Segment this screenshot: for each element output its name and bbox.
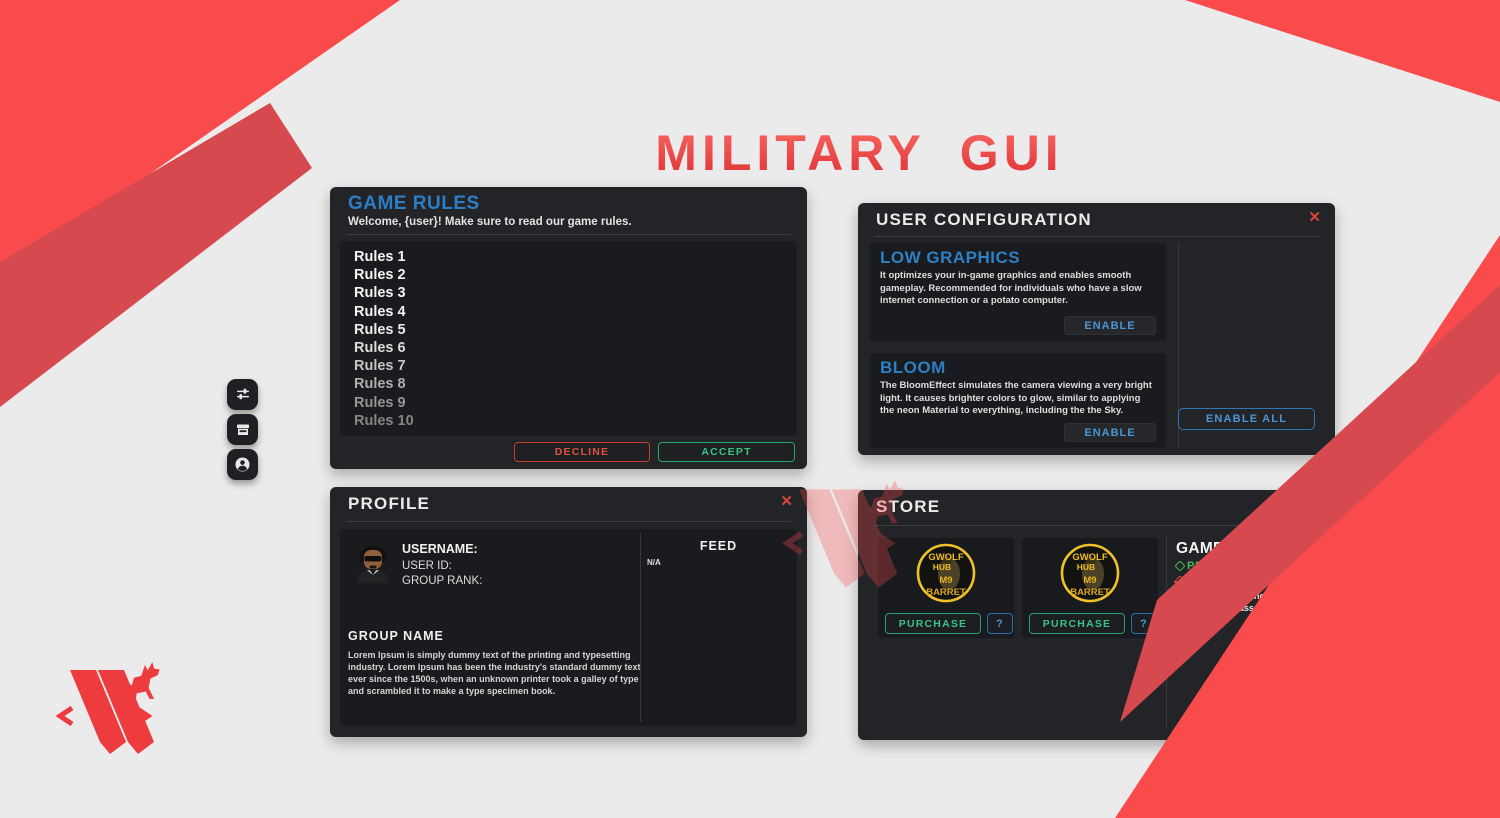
rule-item: Rules 8 <box>354 376 406 393</box>
gamepass-name: GAMEPASSNAME <box>1176 540 1313 557</box>
divider <box>874 236 1319 237</box>
close-icon[interactable]: ✕ <box>1308 496 1321 513</box>
robux-icon <box>1174 560 1186 572</box>
rules-list: Rules 1 Rules 2 Rules 3 Rules 4 Rules 5 … <box>340 241 797 436</box>
feed-empty-value: N/A <box>647 558 661 567</box>
rule-item: Rules 10 <box>354 412 414 429</box>
rule-item: Rules 1 <box>354 249 406 265</box>
settings-rail-button[interactable] <box>227 379 258 410</box>
gamepass-price: PRICE <box>1174 560 1225 572</box>
person-icon <box>235 457 250 472</box>
gamepass-hint: Hover ? to check the information of each… <box>1176 591 1317 613</box>
user-configuration-title: USER CONFIGURATION <box>876 210 1092 229</box>
gamepass-card: GWOLF HUB M9 BARRET PURCHASE ? <box>878 538 1014 638</box>
gamepass-info-button[interactable]: ? <box>987 613 1013 634</box>
game-rules-panel: GAME RULES Welcome, {user}! Make sure to… <box>330 187 807 469</box>
svg-text:M9: M9 <box>939 575 952 586</box>
purchase-button[interactable]: PURCHASE <box>885 613 981 634</box>
gamepass-info-button[interactable]: ? <box>1131 613 1157 634</box>
user-configuration-panel: USER CONFIGURATION ✕ LOW GRAPHICS It opt… <box>858 203 1335 455</box>
svg-text:M9: M9 <box>1083 575 1096 586</box>
username-label: USERNAME: <box>402 542 478 556</box>
low-graphics-section: LOW GRAPHICS It optimizes your in-game g… <box>870 243 1166 341</box>
low-graphics-description: It optimizes your in-game graphics and e… <box>880 270 1142 307</box>
group-name-label: GROUP NAME <box>348 629 444 643</box>
gamepass-card: GWOLF HUB M9 BARRET PURCHASE ? <box>1022 538 1158 638</box>
game-rules-title: GAME RULES <box>348 193 480 214</box>
accept-button[interactable]: ACCEPT <box>658 442 795 462</box>
enable-all-button[interactable]: ENABLE ALL <box>1178 408 1315 430</box>
rule-item: Rules 3 <box>354 285 406 302</box>
user-id-label: USER ID: <box>402 560 452 572</box>
group-description: Lorem Ipsum is simply dummy text of the … <box>348 650 641 697</box>
store-title: STORE <box>876 497 941 516</box>
close-icon[interactable]: ✕ <box>1308 209 1321 226</box>
enable-low-graphics-button[interactable]: ENABLE <box>1064 316 1156 335</box>
feed-title: FEED <box>699 539 738 553</box>
bloom-section: BLOOM The BloomEffect simulates the came… <box>870 353 1166 448</box>
avatar <box>356 546 390 583</box>
profile-title: PROFILE <box>348 494 431 513</box>
svg-text:HUB: HUB <box>933 562 951 572</box>
rule-item: Rules 5 <box>354 321 406 338</box>
store-panel: STORE ✕ GWOLF HUB M9 BARRET PURCHASE ? <box>858 490 1335 740</box>
rule-item: Rules 4 <box>354 303 406 320</box>
bloom-title: BLOOM <box>880 358 946 377</box>
store-rail-button[interactable] <box>227 414 258 445</box>
profile-content: USERNAME: USER ID: GROUP RANK: GROUP NAM… <box>340 529 797 726</box>
storefront-icon <box>236 424 249 435</box>
enable-bloom-button[interactable]: ENABLE <box>1064 423 1156 442</box>
divider <box>874 525 1319 526</box>
profile-rail-button[interactable] <box>227 449 258 480</box>
profile-panel: PROFILE ✕ USERNAME: USER ID: GROUP RANK:… <box>330 487 807 737</box>
strikethrough-line <box>1174 581 1261 583</box>
divider <box>346 234 791 235</box>
rule-item: Rules 2 <box>354 267 406 284</box>
game-rules-subtitle: Welcome, {user}! Make sure to read our g… <box>348 216 632 228</box>
close-icon[interactable]: ✕ <box>780 493 793 510</box>
gamepass-badge: GWOLF HUB M9 BARRET <box>1060 543 1120 603</box>
gamepass-old-price: OLD PRICE <box>1174 575 1261 587</box>
purchase-button[interactable]: PURCHASE <box>1029 613 1125 634</box>
sliders-icon <box>236 388 249 399</box>
group-rank-label: GROUP RANK: <box>402 575 483 587</box>
svg-text:BARRET: BARRET <box>1070 587 1110 598</box>
gwolf-logo <box>55 662 160 754</box>
page-title: MILITARY GUI <box>592 124 1127 182</box>
svg-text:GWOLF: GWOLF <box>928 552 964 563</box>
low-graphics-title: LOW GRAPHICS <box>880 248 1021 267</box>
divider <box>1166 536 1167 729</box>
gamepass-badge: GWOLF HUB M9 BARRET <box>916 543 976 603</box>
svg-text:HUB: HUB <box>1077 562 1095 572</box>
rule-item: Rules 6 <box>354 340 406 357</box>
svg-text:BARRET: BARRET <box>926 587 966 598</box>
svg-text:GWOLF: GWOLF <box>1072 552 1108 563</box>
rule-item: Rules 9 <box>354 394 406 411</box>
bloom-description: The BloomEffect simulates the camera vie… <box>880 380 1152 417</box>
divider <box>640 533 641 722</box>
decline-button[interactable]: DECLINE <box>514 442 650 462</box>
price-label: PRICE <box>1187 560 1225 572</box>
rule-item: Rules 7 <box>354 358 406 375</box>
divider <box>346 521 791 522</box>
